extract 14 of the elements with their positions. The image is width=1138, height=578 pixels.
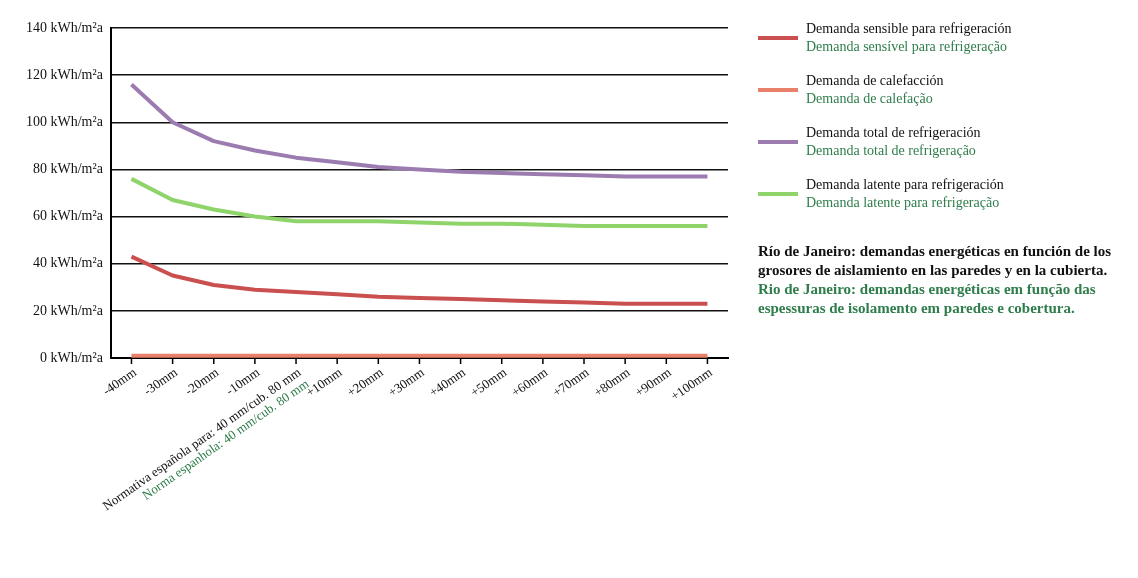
y-tick-label: 120 kWh/m²a (26, 66, 104, 82)
legend-label: Demanda de calefacción Demanda de calefação (806, 72, 944, 108)
y-tick-label: 0 kWh/m²a (40, 349, 104, 365)
legend-label: Demanda total de refrigeración Demanda total de refrigeração (806, 124, 981, 160)
y-tick-label: 40 kWh/m²a (33, 255, 104, 271)
y-tick-label: 140 kWh/m²a (26, 19, 104, 35)
y-tick-label: 60 kWh/m²a (33, 208, 104, 224)
legend-label: Demanda latente para refrigeración Demanda latente para refrigeração (806, 176, 1004, 212)
legend-label: Demanda sensible para refrigeración Demanda sensível para refrigeração (806, 20, 1012, 56)
y-tick-label: 20 kWh/m²a (33, 302, 104, 318)
y-tick-label: 100 kWh/m²a (26, 113, 104, 129)
y-tick-label: 80 kWh/m²a (33, 161, 104, 177)
text: Río de Janeiro: demandas energéticas en función de los grosores de aislamiento en las paredes y en la cubierta. (758, 242, 1113, 280)
text: Rio de Janeiro: demandas energéticas em função das espessuras de isolamento em paredes e cobertura. (758, 280, 1097, 318)
